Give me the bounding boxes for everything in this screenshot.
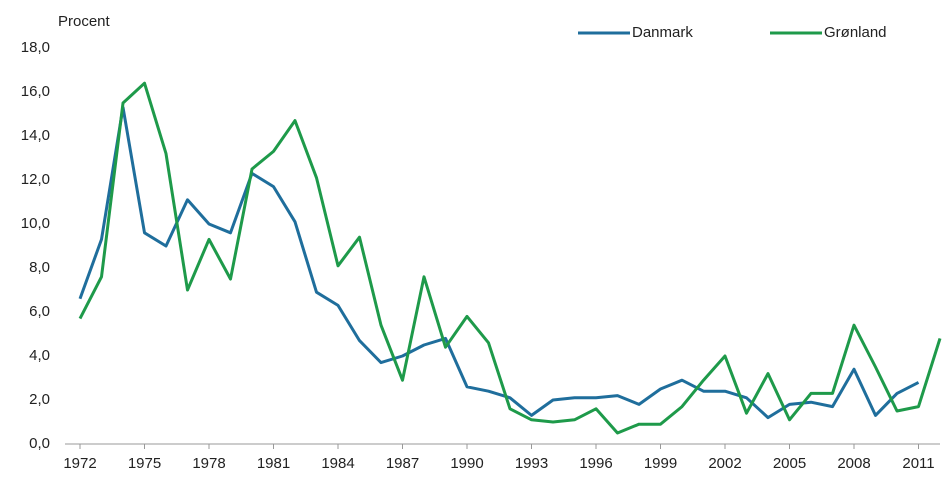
y-tick-label: 18,0 [21, 39, 50, 56]
x-tick-label: 2011 [902, 455, 934, 472]
x-tick-label: 1984 [321, 455, 354, 472]
line [78, 81, 942, 435]
x-tick-label: 1999 [644, 455, 677, 472]
y-tick-label: 8,0 [29, 259, 50, 276]
x-tick-label: 1978 [192, 455, 225, 472]
y-tick-label: 10,0 [21, 215, 50, 232]
x-tick-label: 2005 [773, 455, 806, 472]
y-tick-label: 6,0 [29, 303, 50, 320]
y-tick-label: 12,0 [21, 171, 50, 188]
y-tick-label: 2,0 [29, 391, 50, 408]
line [78, 105, 920, 420]
x-tick-label: 2002 [708, 455, 741, 472]
legend-label: Grønland [824, 24, 887, 41]
y-tick-label: 0,0 [29, 435, 50, 452]
x-tick-label: 1993 [515, 455, 548, 472]
x-tick-label: 1972 [63, 455, 96, 472]
x-tick-label: 1981 [257, 455, 290, 472]
x-tick-label: 1996 [579, 455, 612, 472]
y-axis-label: Procent [58, 13, 111, 30]
x-tick-label: 1975 [128, 455, 161, 472]
y-tick-label: 16,0 [21, 83, 50, 100]
x-tick-label: 1990 [450, 455, 483, 472]
x-tick-label: 1987 [386, 455, 419, 472]
legend-label: Danmark [632, 24, 693, 41]
x-tick-label: 2008 [837, 455, 870, 472]
y-tick-label: 4,0 [29, 347, 50, 364]
y-tick-label: 14,0 [21, 127, 50, 144]
